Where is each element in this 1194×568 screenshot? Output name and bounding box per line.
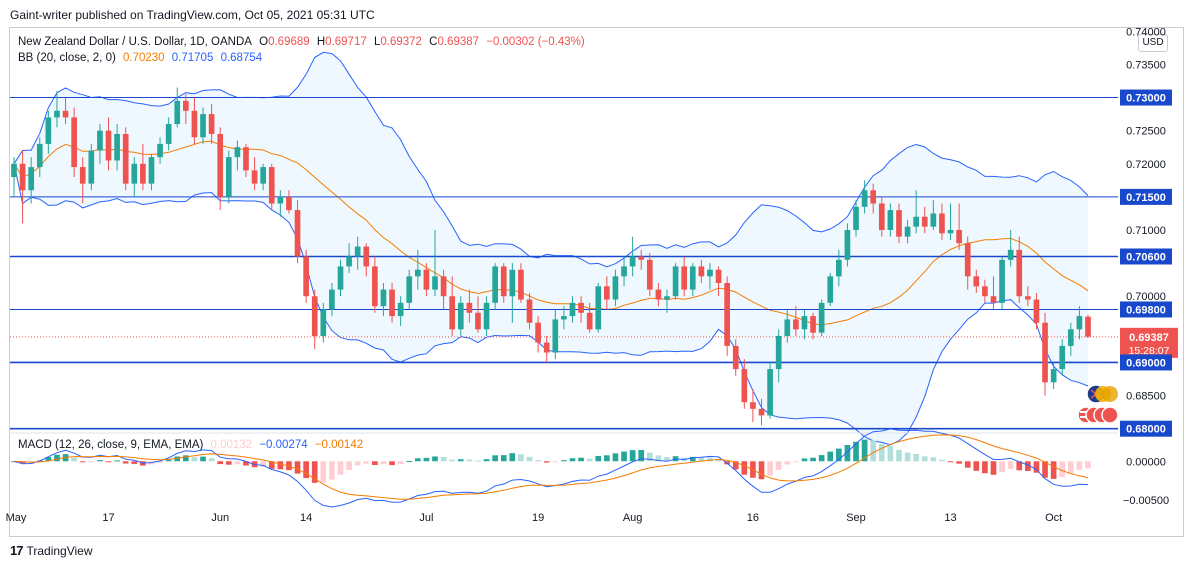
tradingview-logo-icon: 17 [10,543,24,558]
high-value: H0.69717 [316,36,367,48]
macd-legend: MACD (12, 26, close, 9, EMA, EMA) 0.0013… [18,439,367,451]
bb-mid-value: 0.70230 [123,52,165,64]
currency-button[interactable]: USD [1138,34,1168,52]
open-value: O0.69689 [259,36,310,48]
change-value: −0.00302 (−0.43%) [486,36,585,48]
bb-legend: BB (20, close, 2, 0) 0.70230 0.71705 0.6… [18,52,266,64]
bb-lower-value: 0.68754 [220,52,263,64]
tradingview-logo[interactable]: 17 TradingView [10,543,93,558]
bb-upper-value: 0.71705 [171,52,214,64]
brand-name: TradingView [26,543,93,558]
symbol-legend: New Zealand Dollar / U.S. Dollar, 1D, OA… [18,36,589,48]
close-value: C0.69387 [429,36,480,48]
bb-label[interactable]: BB (20, close, 2, 0) [18,52,116,64]
low-value: L0.69372 [373,36,422,48]
chart-frame[interactable] [9,27,1184,537]
publisher-line: Gaint-writer published on TradingView.co… [10,8,375,22]
macd-hist-value: 0.00132 [210,439,253,451]
macd-signal-value: −0.00142 [314,439,364,451]
macd-label[interactable]: MACD (12, 26, close, 9, EMA, EMA) [18,439,204,451]
macd-line-value: −0.00274 [259,439,308,451]
symbol-name[interactable]: New Zealand Dollar / U.S. Dollar, 1D, OA… [18,36,252,48]
